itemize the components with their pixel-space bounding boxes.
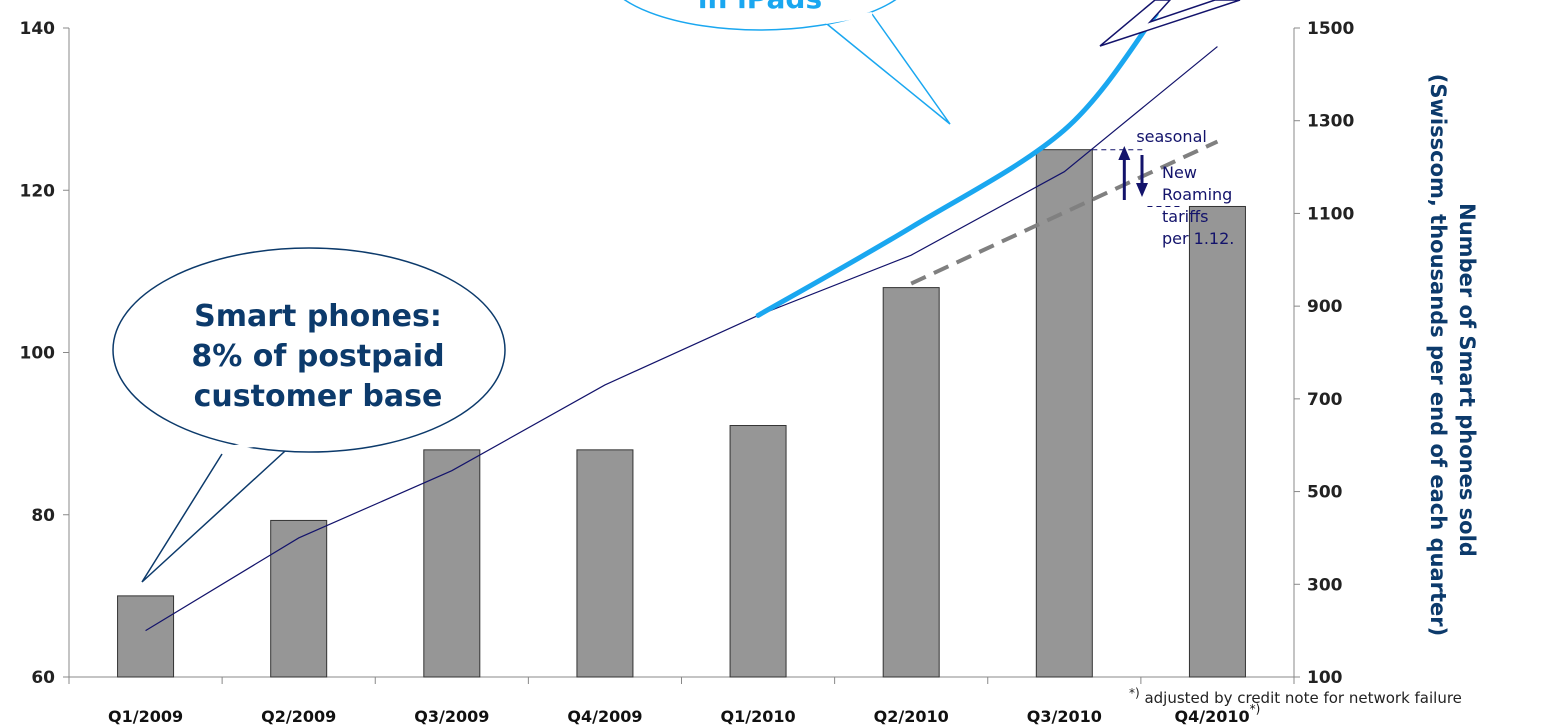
ipad-curve <box>755 11 1159 318</box>
speech-bubble-tail <box>141 440 297 583</box>
footnote: *) adjusted by credit note for network f… <box>1129 683 1462 707</box>
speech-bubble <box>112 247 506 453</box>
bar <box>423 449 481 678</box>
y2-tick-label: 900 <box>1307 297 1343 317</box>
bar <box>1035 149 1093 678</box>
roaming-arrow-head <box>1136 183 1148 197</box>
x-tick-label: Q3/2009 <box>414 707 489 726</box>
annotations: seasonal New Roaming tariffs per 1.12. <box>1092 127 1234 248</box>
trend-dashed-line <box>910 139 1219 286</box>
y2-tick-label: 700 <box>1307 390 1343 410</box>
roaming-label-line: New <box>1162 163 1197 182</box>
bar <box>729 425 787 678</box>
bar <box>117 595 175 678</box>
pointer-shape <box>1099 0 1241 47</box>
bar <box>576 449 634 678</box>
trend-line <box>910 139 1219 286</box>
axes: 60 80 100 120 140 100 300 500 700 900 1100 1300 1500… <box>20 19 1355 726</box>
y-tick-label: 120 <box>20 181 56 201</box>
bar <box>1188 205 1246 678</box>
roaming-label-line: tariffs <box>1162 207 1208 226</box>
y-tick-label: 140 <box>20 19 56 39</box>
bar <box>270 519 328 678</box>
bar <box>882 287 940 678</box>
callouts: Smart phones: 8% of postpaid customer base… <box>112 0 1241 583</box>
y2-axis-title-line1: Number of Smart phones sold <box>1455 203 1479 557</box>
y2-tick-label: 300 <box>1307 575 1343 595</box>
y2-tick-label: 1300 <box>1307 112 1354 132</box>
y2-tick-label: 1100 <box>1307 204 1354 224</box>
y-tick-label: 60 <box>31 668 55 688</box>
y-tick-label: 80 <box>31 506 55 526</box>
seasonal-arrow-head <box>1118 146 1131 160</box>
x-tick-label: Q1/2009 <box>108 707 183 726</box>
ipad-bubble-tail <box>821 13 951 125</box>
y-tick-label: 100 <box>20 344 56 364</box>
x-tick-label: Q4/2009 <box>567 707 642 726</box>
y2-tick-label: 500 <box>1307 483 1343 503</box>
roaming-label-line: Roaming <box>1162 185 1232 204</box>
y2-axis-title-line2: (Swisscom, thousands per end of each qua… <box>1426 74 1450 636</box>
callout-text-line: Smart phones: <box>194 299 442 334</box>
y2-tick-label: 1500 <box>1307 19 1354 39</box>
x-tick-label: Q2/2009 <box>261 707 336 726</box>
ipad-callout-text: in iPads <box>698 0 822 15</box>
ipad-bubble-joint <box>825 12 873 24</box>
x-tick-label-marker: *) <box>1250 702 1261 716</box>
callout-text-line: customer base <box>194 379 443 414</box>
roaming-label-line: per 1.12. <box>1162 229 1234 248</box>
x-tick-label: Q1/2010 <box>721 707 796 726</box>
bars <box>117 149 1246 678</box>
x-tick-label: Q3/2010 <box>1027 707 1102 726</box>
smartphones-sold-line <box>145 46 1218 632</box>
callout-text-line: 8% of postpaid <box>191 339 444 374</box>
y2-tick-label: 100 <box>1307 668 1343 688</box>
footnote-marker: *) <box>1129 686 1140 700</box>
line-series <box>145 11 1218 632</box>
footnote-text: adjusted by credit note for network fail… <box>1144 689 1461 707</box>
x-tick-label: Q2/2010 <box>874 707 949 726</box>
speech-bubble-joint <box>223 439 297 450</box>
seasonal-label: seasonal <box>1136 127 1207 146</box>
